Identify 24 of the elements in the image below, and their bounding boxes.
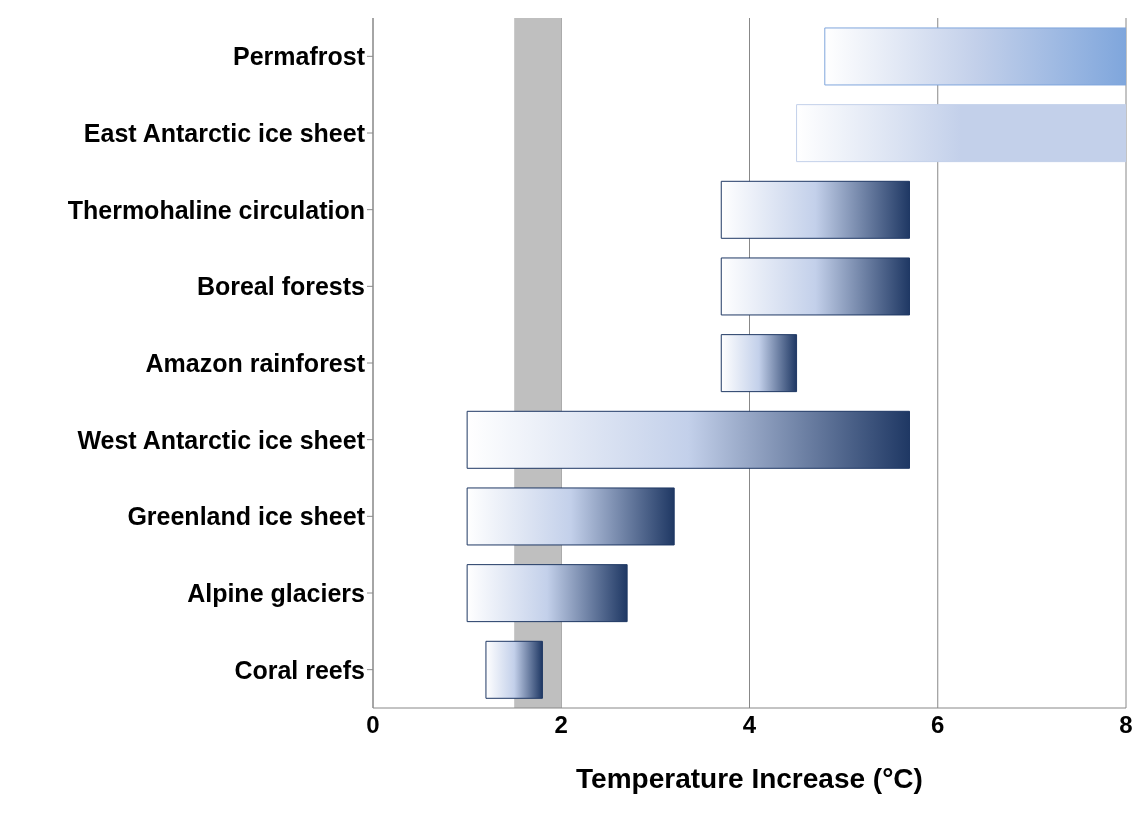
y-tick-label: Amazon rainforest bbox=[145, 348, 366, 377]
y-tick-label: Coral reefs bbox=[234, 655, 365, 684]
y-tick-label: Greenland ice sheet bbox=[127, 502, 366, 531]
y-tick-label: Thermohaline circulation bbox=[67, 195, 365, 224]
bar bbox=[466, 410, 911, 469]
bar bbox=[824, 27, 1126, 86]
y-tick-label: West Antarctic ice sheet bbox=[77, 425, 366, 454]
x-tick-label: 6 bbox=[931, 711, 945, 739]
y-tick-label: East Antarctic ice sheet bbox=[83, 118, 366, 147]
bar bbox=[485, 640, 543, 699]
y-tick-label: Alpine glaciers bbox=[187, 578, 365, 607]
x-tick-label: 2 bbox=[554, 711, 568, 739]
bar bbox=[720, 334, 798, 393]
y-tick-label: Boreal forests bbox=[196, 272, 365, 301]
x-tick-label: 0 bbox=[366, 711, 380, 739]
x-tick-label: 4 bbox=[742, 711, 757, 739]
bar bbox=[466, 487, 675, 546]
bar bbox=[796, 104, 1126, 163]
bar bbox=[720, 257, 911, 316]
x-axis-title: Temperature Increase (°C) bbox=[576, 762, 923, 794]
bar bbox=[466, 564, 628, 623]
y-tick-label: Permafrost bbox=[233, 42, 366, 71]
bar bbox=[720, 180, 911, 239]
x-tick-label: 8 bbox=[1119, 711, 1133, 739]
